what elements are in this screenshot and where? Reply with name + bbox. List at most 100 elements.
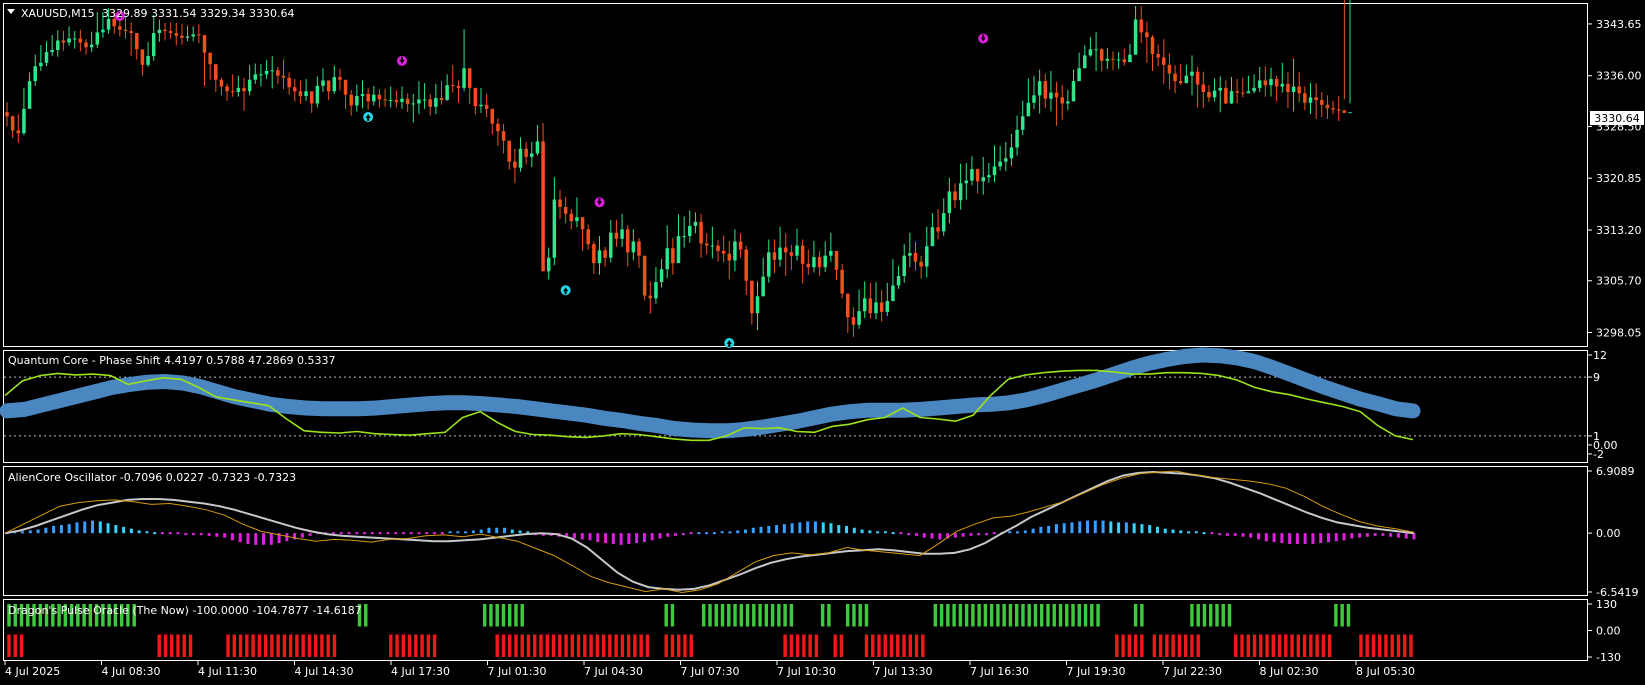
osc-hist-bar — [1288, 533, 1292, 544]
osc-hist-bar — [565, 533, 569, 538]
candle-body — [744, 249, 748, 281]
osc-hist-bar — [176, 532, 180, 535]
dragon-red-bar — [1140, 634, 1144, 657]
candle-body — [496, 123, 500, 132]
candle-body — [78, 38, 83, 43]
candle-body — [366, 93, 370, 102]
arrow-up-icon — [363, 111, 374, 122]
time-tick-label: 4 Jul 2025 — [5, 665, 60, 678]
osc-tick-label: 6.9089 — [1596, 465, 1635, 478]
candle-body — [236, 87, 241, 92]
osc-hist-bar — [728, 531, 732, 534]
dragon-green-bar — [1077, 604, 1081, 627]
dragon-red-bar — [157, 634, 161, 657]
osc-hist-bar — [992, 532, 996, 535]
dragon-green-bar — [51, 604, 55, 627]
candle-body — [1116, 59, 1121, 61]
candle-body — [360, 93, 365, 97]
dragon-green-bar — [702, 604, 706, 627]
candles — [5, 0, 1352, 337]
candle-body — [405, 98, 410, 105]
osc-hist-bar — [666, 533, 670, 537]
dragon-red-bar — [1271, 634, 1276, 657]
candle-body — [72, 38, 77, 40]
candle-body — [168, 31, 173, 34]
candle-body — [343, 79, 348, 95]
candle-body — [89, 44, 94, 48]
dragon-red-bar — [902, 634, 906, 657]
candle-body — [1325, 104, 1330, 109]
osc-hist-bar — [1225, 533, 1229, 536]
dragon-green-bar — [1002, 604, 1006, 627]
dragon-green-bar — [996, 604, 1000, 627]
osc-hist-bar — [611, 533, 615, 544]
osc-hist-bar — [1132, 523, 1136, 534]
dragon-red-bar — [689, 634, 693, 657]
dragon-green-bar — [482, 604, 487, 627]
candle-body — [558, 199, 562, 207]
dragon-green-bar — [7, 604, 11, 627]
osc-hist-bar — [526, 531, 530, 534]
candle-body — [10, 116, 15, 131]
osc-hist-bar — [230, 533, 234, 541]
dragon-green-bar — [520, 604, 524, 627]
candle-body — [575, 217, 579, 222]
candle-body — [586, 229, 590, 245]
osc-hist-bar — [223, 533, 227, 538]
candle-body — [5, 112, 9, 117]
dragon-green-bar — [946, 604, 950, 627]
osc-hist-bar — [1334, 533, 1338, 542]
dragon-green-bar — [82, 604, 86, 627]
dragon-green-bar — [132, 604, 136, 627]
dragon-red-bar — [1240, 634, 1244, 657]
dragon-red-bar — [295, 634, 299, 657]
candle-body — [321, 80, 325, 86]
osc-hist-bar — [938, 533, 942, 540]
candle-body — [253, 74, 258, 80]
osc-hist-bar — [168, 532, 172, 535]
candle-body — [56, 40, 60, 50]
dragon-red-bar — [320, 634, 324, 657]
dragon-red-bar — [564, 634, 568, 657]
candle-body — [851, 317, 856, 325]
osc-hist-bar — [518, 530, 522, 534]
candle-body — [1280, 83, 1285, 87]
time-axis: 4 Jul 2025 4 Jul 08:30 4 Jul 11:30 4 Jul 14… — [4, 661, 1415, 678]
candle-body — [1015, 129, 1019, 148]
candle-body — [941, 213, 946, 232]
osc-hist-bar — [1109, 521, 1113, 534]
osc-hist-bar — [1311, 533, 1315, 544]
osc-hist-bar — [269, 533, 273, 545]
dragon-green-bar — [1215, 604, 1219, 627]
osc-hist-bar — [254, 533, 258, 545]
candle-body — [33, 66, 37, 82]
dragon-green-bar — [827, 604, 831, 627]
osc-hist-bar — [1124, 522, 1128, 534]
osc-hist-bar — [689, 532, 693, 535]
dragon-red-bar — [257, 634, 262, 657]
candle-body — [1252, 87, 1256, 92]
candle-body — [479, 104, 483, 107]
arrow-up-icon — [560, 285, 571, 296]
candle-body — [925, 246, 929, 267]
dragon-green-bar — [858, 604, 862, 627]
dragon-tick-label: 0.00 — [1596, 625, 1621, 638]
osc-hist-bar — [137, 530, 141, 534]
qc-tick-label: 1 — [1593, 430, 1600, 443]
candle-body — [388, 100, 393, 102]
dragon-green-bar — [852, 604, 856, 627]
candle-body — [1308, 97, 1313, 103]
osc-hist-bar — [1117, 522, 1121, 534]
osc-hist-bar — [52, 525, 56, 534]
dragon-green-bar — [1221, 604, 1225, 627]
osc-hist-bar — [1031, 528, 1035, 534]
candle-body — [704, 243, 709, 246]
candle-body — [101, 29, 105, 33]
time-tick-label: 8 Jul 05:30 — [1356, 665, 1415, 678]
chevron-down-icon[interactable] — [7, 9, 15, 14]
dragon-green-bar — [720, 604, 725, 627]
dragon-red-bar — [313, 634, 318, 657]
qc-tick-label: 0.00 — [1593, 439, 1618, 452]
osc-hist-bar — [246, 533, 250, 544]
